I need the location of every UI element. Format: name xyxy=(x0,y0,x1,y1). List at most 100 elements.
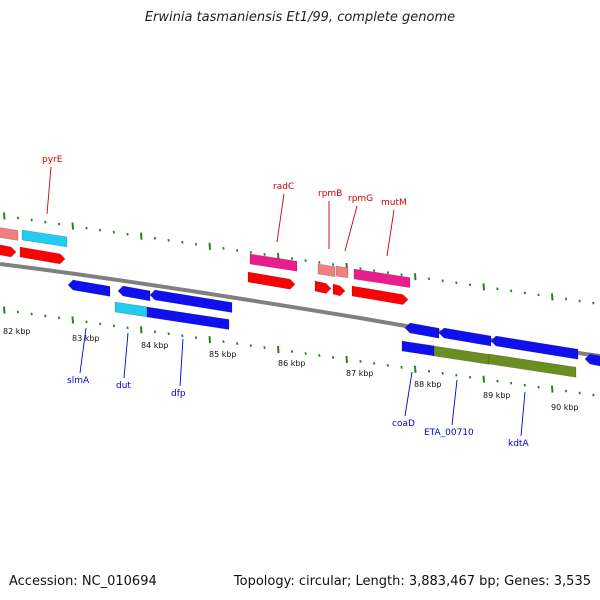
gene-label-mutm[interactable]: mutM xyxy=(381,198,407,208)
gene-label-rpmg[interactable]: rpmG xyxy=(348,194,373,204)
gene-features xyxy=(0,227,600,378)
gene-feature-red-3[interactable] xyxy=(247,271,296,290)
gene-label-kdta[interactable]: kdtA xyxy=(508,439,529,449)
tick-minor xyxy=(400,273,403,277)
tick-minor xyxy=(496,379,499,383)
leader-radc xyxy=(276,193,285,243)
kbp-label-82: 82 kbp xyxy=(3,327,31,336)
tick-minor xyxy=(455,373,458,377)
gene-feature-rpmb[interactable] xyxy=(317,263,336,277)
tick-minor xyxy=(222,340,225,344)
leader-eta-00710 xyxy=(451,379,458,426)
leader-pyre xyxy=(46,166,52,215)
gene-feature-red-1[interactable] xyxy=(0,244,17,258)
tick-major xyxy=(345,355,348,363)
gene-label-eta-00710[interactable]: ETA_00710 xyxy=(424,428,474,438)
gene-feature-lightred-1[interactable] xyxy=(0,227,19,241)
tick-major xyxy=(482,375,485,383)
gene-feature-blue-2[interactable] xyxy=(117,285,151,302)
accession-text: Accession: NC_010694 xyxy=(9,574,157,589)
gene-feature-cyan-1[interactable] xyxy=(21,229,68,248)
gene-label-pyre[interactable]: pyrE xyxy=(42,155,63,165)
tick-minor xyxy=(441,371,444,375)
gene-feature-dut[interactable] xyxy=(114,301,148,318)
tick-minor xyxy=(496,287,499,291)
tick-minor xyxy=(263,253,266,256)
gene-feature-blue-4[interactable] xyxy=(404,322,440,339)
gene-label-coad[interactable]: coaD xyxy=(392,419,415,429)
tick-minor xyxy=(44,314,47,318)
kbp-label-85: 85 kbp xyxy=(209,350,237,359)
tick-minor xyxy=(57,222,61,226)
tick-minor xyxy=(318,261,321,264)
gene-label-rpmb[interactable]: rpmB xyxy=(318,189,342,199)
gene-feature-red-4[interactable] xyxy=(314,280,332,294)
tick-minor xyxy=(318,354,321,357)
gene-feature-dfp[interactable] xyxy=(146,306,230,330)
gene-feature-radc[interactable] xyxy=(249,253,298,272)
tick-minor xyxy=(441,279,444,283)
gene-feature-blue-1[interactable] xyxy=(67,279,111,297)
tick-minor xyxy=(126,232,129,236)
tick-minor xyxy=(236,249,239,252)
kbp-label-87: 87 kbp xyxy=(346,369,374,378)
tick-minor xyxy=(578,391,581,395)
tick-minor xyxy=(537,385,540,389)
tick-minor xyxy=(373,361,376,365)
gene-label-dfp[interactable]: dfp xyxy=(171,389,186,399)
gene-feature-blue-6[interactable] xyxy=(490,335,579,360)
gene-feature-blue-7[interactable] xyxy=(584,353,600,367)
tick-minor xyxy=(523,291,526,295)
leader-kdta xyxy=(520,391,526,437)
genome-info-text: Topology: circular; Length: 3,883,467 bp… xyxy=(233,574,591,589)
leader-dut xyxy=(123,332,129,379)
gene-feature-blue-5[interactable] xyxy=(438,327,492,347)
leader-mutm xyxy=(386,209,395,257)
tick-minor xyxy=(16,310,20,314)
tick-minor xyxy=(30,218,33,222)
tick-minor xyxy=(468,375,472,379)
tick-major xyxy=(277,345,280,354)
gene-feature-coad[interactable] xyxy=(401,340,435,357)
gene-feature-red-6[interactable] xyxy=(351,285,409,305)
kbp-label-88: 88 kbp xyxy=(414,380,442,389)
tick-major xyxy=(3,212,6,220)
tick-minor xyxy=(564,297,568,301)
gene-feature-blue-3[interactable] xyxy=(149,289,233,313)
tick-major xyxy=(551,385,554,393)
tick-minor xyxy=(400,365,403,369)
gene-feature-mutm[interactable] xyxy=(353,268,411,288)
tick-minor xyxy=(592,393,595,397)
gene-label-radc[interactable]: radC xyxy=(273,182,294,192)
leader-rpmg xyxy=(344,205,358,252)
tick-major xyxy=(71,222,74,230)
kbp-label-89: 89 kbp xyxy=(483,391,511,400)
tick-minor xyxy=(249,344,252,347)
tick-minor xyxy=(359,267,362,270)
tick-major xyxy=(3,306,6,314)
tick-minor xyxy=(99,228,102,232)
gene-label-slma[interactable]: slmA xyxy=(67,376,90,386)
label-leaders xyxy=(46,166,526,437)
kbp-label-90: 90 kbp xyxy=(551,403,579,412)
gene-feature-red-5[interactable] xyxy=(332,283,346,297)
gene-feature-kdta[interactable] xyxy=(488,353,577,378)
tick-minor xyxy=(167,238,170,242)
tick-minor xyxy=(592,301,595,305)
tick-minor xyxy=(373,269,376,272)
tick-minor xyxy=(263,346,266,349)
tick-minor xyxy=(112,324,115,328)
tick-minor xyxy=(564,389,568,393)
gene-feature-eta-00710[interactable] xyxy=(433,345,490,365)
tick-minor xyxy=(249,251,252,254)
tick-minor xyxy=(331,356,335,359)
tick-major xyxy=(482,283,485,291)
tick-minor xyxy=(468,283,472,287)
gene-label-dut[interactable]: dut xyxy=(116,381,131,391)
map-title: Erwinia tasmaniensis Et1/99, complete ge… xyxy=(144,10,456,25)
gene-feature-rpmg[interactable] xyxy=(335,265,349,279)
tick-minor xyxy=(386,363,389,367)
gene-feature-red-2[interactable] xyxy=(19,246,66,265)
tick-minor xyxy=(57,316,61,320)
